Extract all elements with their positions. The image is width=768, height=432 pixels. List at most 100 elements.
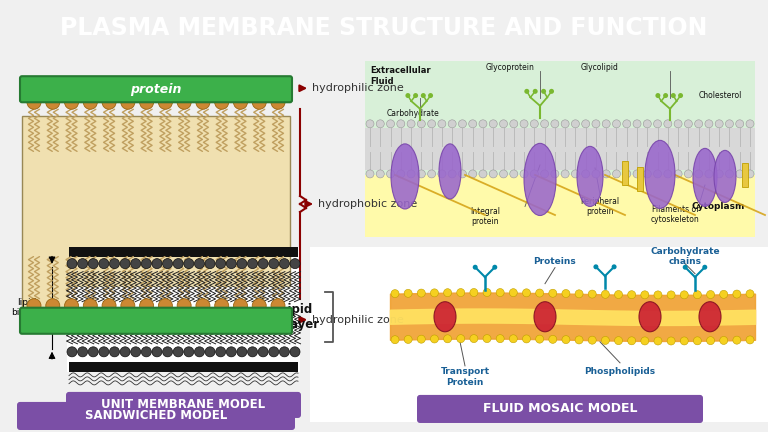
Circle shape xyxy=(88,259,98,269)
Circle shape xyxy=(428,170,435,178)
Circle shape xyxy=(720,290,728,299)
Circle shape xyxy=(525,89,529,94)
Circle shape xyxy=(489,120,497,128)
Circle shape xyxy=(683,265,687,270)
Circle shape xyxy=(588,290,596,298)
Circle shape xyxy=(705,170,713,178)
Circle shape xyxy=(140,95,154,109)
Circle shape xyxy=(533,89,538,94)
Circle shape xyxy=(141,347,151,357)
Circle shape xyxy=(602,170,611,178)
Ellipse shape xyxy=(524,143,556,216)
FancyBboxPatch shape xyxy=(20,308,292,334)
Circle shape xyxy=(707,291,714,299)
Circle shape xyxy=(102,95,116,109)
Circle shape xyxy=(623,170,631,178)
Circle shape xyxy=(705,120,713,128)
Bar xyxy=(365,61,755,175)
Circle shape xyxy=(641,337,649,345)
Circle shape xyxy=(458,170,466,178)
Circle shape xyxy=(177,299,191,313)
Circle shape xyxy=(613,170,621,178)
FancyBboxPatch shape xyxy=(17,402,295,430)
Text: FLUID MOSAIC MODEL: FLUID MOSAIC MODEL xyxy=(483,403,637,416)
Circle shape xyxy=(694,291,701,299)
Circle shape xyxy=(397,120,405,128)
Bar xyxy=(622,162,628,185)
Circle shape xyxy=(271,95,285,109)
Circle shape xyxy=(120,347,130,357)
Text: PLASMA MEMBRANE STRUCTURE AND FUNCTION: PLASMA MEMBRANE STRUCTURE AND FUNCTION xyxy=(61,16,707,40)
Bar xyxy=(69,247,298,257)
Circle shape xyxy=(163,347,173,357)
Circle shape xyxy=(680,337,688,345)
Circle shape xyxy=(449,170,456,178)
Circle shape xyxy=(290,259,300,269)
Circle shape xyxy=(522,335,531,343)
Circle shape xyxy=(258,347,268,357)
Circle shape xyxy=(83,299,98,313)
Circle shape xyxy=(562,289,570,298)
Circle shape xyxy=(694,170,703,178)
Circle shape xyxy=(520,170,528,178)
Circle shape xyxy=(549,335,557,343)
Circle shape xyxy=(541,170,548,178)
Text: SANDWICHED MODEL: SANDWICHED MODEL xyxy=(85,410,227,422)
Bar xyxy=(365,128,755,170)
Circle shape xyxy=(588,336,596,344)
Text: hydrophilic zone: hydrophilic zone xyxy=(312,83,404,93)
Circle shape xyxy=(535,335,544,343)
Circle shape xyxy=(470,289,478,296)
Circle shape xyxy=(417,335,425,343)
Text: Peripheral
protein: Peripheral protein xyxy=(581,197,620,216)
Circle shape xyxy=(252,95,266,109)
Circle shape xyxy=(417,120,425,128)
Circle shape xyxy=(252,299,266,313)
Circle shape xyxy=(196,299,210,313)
Circle shape xyxy=(520,120,528,128)
Circle shape xyxy=(413,93,418,98)
Circle shape xyxy=(531,120,538,128)
Text: Lipid
Bilayer: Lipid Bilayer xyxy=(274,303,320,331)
Circle shape xyxy=(611,264,617,269)
Circle shape xyxy=(684,170,693,178)
Circle shape xyxy=(269,347,279,357)
Circle shape xyxy=(654,170,661,178)
Circle shape xyxy=(571,170,579,178)
Circle shape xyxy=(152,259,162,269)
Text: Transport
Protein: Transport Protein xyxy=(440,367,489,387)
Bar xyxy=(67,247,300,372)
Circle shape xyxy=(746,170,754,178)
Circle shape xyxy=(663,93,668,98)
Circle shape xyxy=(247,259,257,269)
Text: hydrophilic zone: hydrophilic zone xyxy=(312,315,404,325)
Circle shape xyxy=(88,347,98,357)
Circle shape xyxy=(726,170,733,178)
Circle shape xyxy=(720,337,728,344)
Text: hydrophobic zone: hydrophobic zone xyxy=(318,199,417,209)
Circle shape xyxy=(715,120,723,128)
Circle shape xyxy=(633,170,641,178)
Circle shape xyxy=(575,336,583,344)
Circle shape xyxy=(623,120,631,128)
Circle shape xyxy=(184,259,194,269)
Text: lipid
bilayer: lipid bilayer xyxy=(12,298,43,318)
Circle shape xyxy=(67,259,77,269)
Circle shape xyxy=(227,259,237,269)
FancyBboxPatch shape xyxy=(20,76,292,102)
Circle shape xyxy=(428,120,435,128)
Circle shape xyxy=(561,120,569,128)
Circle shape xyxy=(694,120,703,128)
Circle shape xyxy=(664,170,672,178)
Circle shape xyxy=(667,291,675,299)
Circle shape xyxy=(110,259,120,269)
Circle shape xyxy=(541,120,548,128)
Circle shape xyxy=(733,336,741,344)
Circle shape xyxy=(184,347,194,357)
Circle shape xyxy=(205,347,215,357)
Circle shape xyxy=(627,291,636,299)
Circle shape xyxy=(46,299,60,313)
Circle shape xyxy=(602,120,611,128)
Circle shape xyxy=(736,120,743,128)
Circle shape xyxy=(376,170,384,178)
